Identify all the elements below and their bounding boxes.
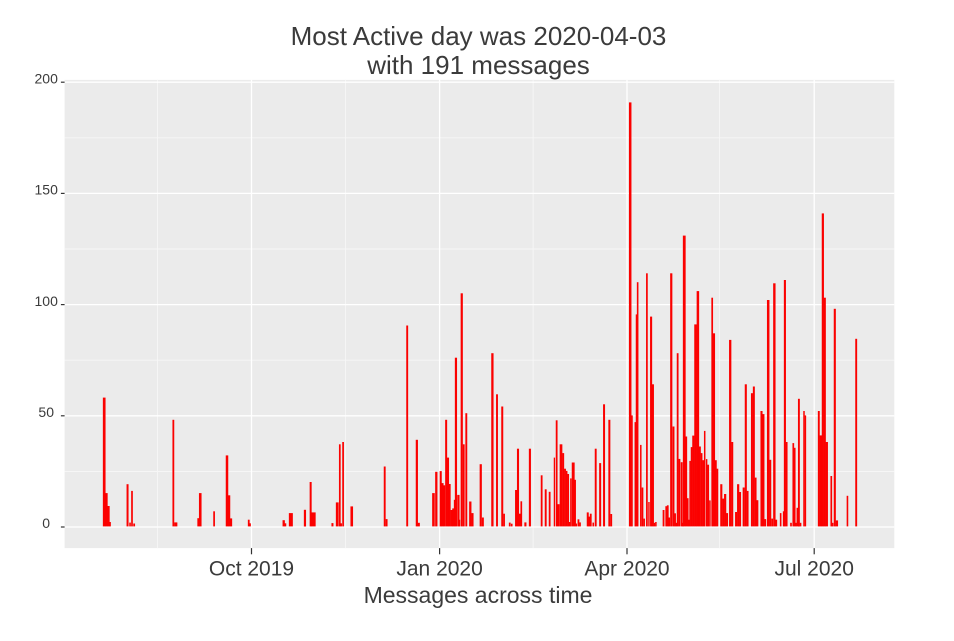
svg-text:150: 150: [35, 182, 59, 198]
svg-text:0: 0: [42, 515, 50, 531]
svg-text:Messages across time: Messages across time: [364, 582, 593, 608]
svg-text:200: 200: [35, 70, 59, 86]
svg-text:Most Active day was 2020-04-03: Most Active day was 2020-04-03: [291, 21, 667, 51]
svg-text:50: 50: [38, 404, 54, 420]
svg-text:100: 100: [35, 293, 59, 309]
svg-text:Oct 2019: Oct 2019: [209, 558, 294, 581]
svg-text:Jul 2020: Jul 2020: [774, 558, 853, 581]
svg-text:with 191 messages: with 191 messages: [366, 50, 590, 80]
svg-text:Apr 2020: Apr 2020: [584, 558, 669, 581]
svg-text:Jan 2020: Jan 2020: [396, 558, 482, 581]
